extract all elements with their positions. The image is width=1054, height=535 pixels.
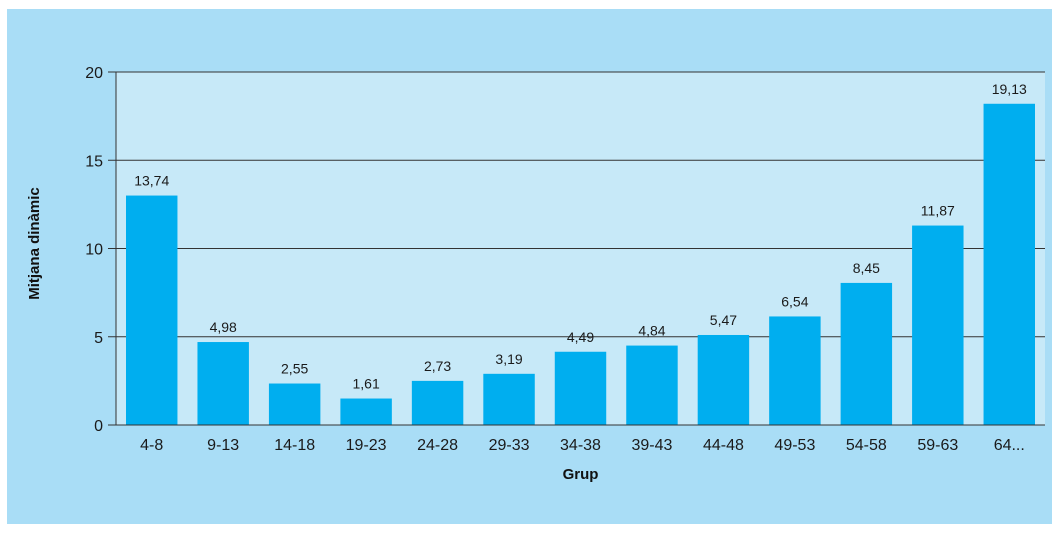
bar-44-48 bbox=[697, 334, 750, 425]
data-label: 19,13 bbox=[992, 81, 1027, 97]
x-tick-label: 29-33 bbox=[489, 437, 530, 454]
x-tick-label: 24-28 bbox=[417, 437, 458, 454]
bar-49-53 bbox=[769, 316, 821, 425]
data-label: 8,45 bbox=[853, 260, 880, 276]
bars bbox=[126, 103, 1035, 426]
bar-24-28 bbox=[411, 380, 464, 425]
y-axis-ticks: 0 5 10 15 20 bbox=[85, 65, 103, 435]
bar-4-8 bbox=[126, 195, 178, 425]
data-label: 2,73 bbox=[424, 358, 451, 374]
x-tick-label: 14-18 bbox=[274, 437, 315, 454]
bar-19-23 bbox=[340, 398, 392, 425]
y-tick-label: 20 bbox=[85, 65, 103, 82]
x-tick-label: 34-38 bbox=[560, 437, 601, 454]
bar-34-38 bbox=[554, 351, 607, 425]
x-tick-label: 9-13 bbox=[207, 437, 239, 454]
bar-54-58 bbox=[840, 282, 893, 425]
data-label: 4,49 bbox=[567, 329, 594, 345]
y-tick-label: 0 bbox=[94, 418, 103, 435]
bar-64... bbox=[983, 103, 1035, 426]
bar-39-43 bbox=[626, 345, 678, 425]
bar-chart: 13,74 4,98 2,55 1,61 2,73 3,19 4,49 4,84 5,47 6,5… bbox=[7, 9, 1052, 524]
x-axis-title: Grup bbox=[563, 466, 599, 483]
data-label: 4,98 bbox=[210, 319, 237, 335]
bar-9-13 bbox=[197, 342, 249, 425]
x-tick-label: 49-53 bbox=[774, 437, 815, 454]
x-tick-label: 4-8 bbox=[140, 437, 163, 454]
bar-59-63 bbox=[912, 225, 964, 425]
x-tick-label: 39-43 bbox=[632, 437, 673, 454]
y-tick-label: 5 bbox=[94, 330, 103, 347]
data-label: 5,47 bbox=[710, 312, 737, 328]
x-tick-label: 44-48 bbox=[703, 437, 744, 454]
data-label: 13,74 bbox=[134, 173, 169, 189]
y-axis-title: Mitjana dinàmic bbox=[26, 187, 43, 300]
bar-14-18 bbox=[268, 383, 321, 425]
data-label: 2,55 bbox=[281, 361, 308, 377]
y-tick-label: 10 bbox=[85, 242, 103, 259]
x-tick-label: 19-23 bbox=[346, 437, 387, 454]
data-labels: 13,74 4,98 2,55 1,61 2,73 3,19 4,49 4,84 5,47 6,5… bbox=[134, 81, 1027, 392]
data-label: 4,84 bbox=[638, 323, 665, 339]
chart-panel: 13,74 4,98 2,55 1,61 2,73 3,19 4,49 4,84 5,47 6,5… bbox=[7, 9, 1052, 524]
data-label: 6,54 bbox=[781, 293, 808, 309]
y-tick-label: 15 bbox=[85, 153, 103, 170]
data-label: 1,61 bbox=[352, 376, 379, 392]
data-label: 11,87 bbox=[921, 203, 955, 219]
x-axis-ticks: 4-8 9-13 14-18 19-23 24-28 29-33 34-38 39-43 44-… bbox=[140, 437, 1025, 454]
x-tick-label: 64... bbox=[994, 437, 1025, 454]
bar-29-33 bbox=[483, 373, 535, 425]
x-tick-label: 59-63 bbox=[917, 437, 958, 454]
x-tick-label: 54-58 bbox=[846, 437, 887, 454]
data-label: 3,19 bbox=[495, 351, 522, 367]
